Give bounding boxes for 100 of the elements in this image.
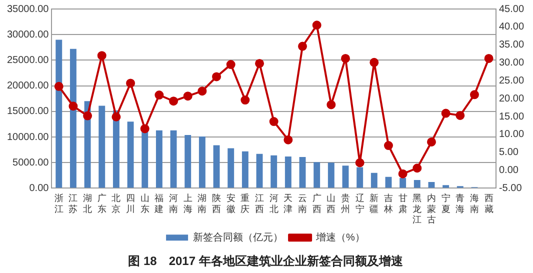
bar [228,148,234,188]
bar [400,178,406,188]
point [355,158,364,168]
x-tick-label: 江苏 [68,193,78,214]
x-tick-label: 西藏 [484,193,494,214]
y-tick-label: 10000.00 [6,132,50,143]
y-tick-label: 35000.00 [6,4,50,15]
bar [414,180,420,188]
x-tick-label: 贵州 [341,193,350,214]
y2-tick-label: 35.00 [498,40,524,51]
y-tick-label: 30000.00 [6,29,50,40]
point [326,100,336,110]
x-tick-label: 青海 [456,193,465,214]
y2-tick-label: -5.00 [498,182,522,194]
point [212,72,222,82]
y2-tick-label: 20.00 [498,93,524,104]
point [126,78,136,88]
x-tick-label: 江西 [255,193,264,214]
x-tick-label: 河北 [269,193,278,214]
y-tick-label: 20000.00 [6,80,50,92]
point [169,96,178,106]
bar [299,156,306,188]
point [441,108,450,118]
point [68,102,78,111]
x-tick-label: 新疆 [370,193,379,214]
point [154,90,164,100]
point [312,20,322,30]
x-tick-label: 宁夏 [441,193,450,214]
y2-tick-label: 10.00 [498,129,524,140]
point [484,54,494,63]
y-tick-label: 0.00 [29,182,50,194]
y2-tick-label: 0.00 [498,165,519,176]
bar [328,162,334,188]
bar [428,182,435,188]
y2-tick-label: 30.00 [498,58,524,69]
x-tick-label: 福建 [154,193,164,214]
y2-tick-label: 5.00 [498,147,519,158]
text: 图 18 2017 年各地区建筑业企业新签合同额及增速 [128,254,404,268]
bar [356,167,364,188]
x-tick-label: 山西 [326,193,336,214]
legend-label: 增速（%） [315,231,365,244]
y-tick-label: 25000.00 [6,54,50,66]
bar [442,185,450,188]
point [83,111,92,120]
point [54,82,64,91]
point [384,141,393,150]
bar [170,130,177,188]
point [370,58,379,67]
x-tick-label: 上海 [183,193,192,214]
bar [184,134,192,188]
bar [256,154,263,188]
bar [127,122,134,188]
bar [370,172,378,188]
x-tick-label: 天津 [284,193,293,214]
point [426,137,436,146]
x-tick-label: 山东 [140,193,150,214]
point [183,92,192,101]
point [140,124,150,134]
bar [242,151,248,188]
x-tick-label: 陕西 [212,193,222,214]
bar [98,106,106,188]
point [255,58,264,68]
point [341,54,350,63]
x-tick-label: 四川 [126,193,136,214]
y2-tick-label: 40.00 [498,22,524,33]
x-tick-label: 安徽 [226,193,236,214]
x-tick-label: 甘肃 [398,193,408,214]
bar [70,48,76,188]
point [269,117,278,126]
bar [213,145,220,188]
bar [385,176,392,188]
point [226,60,236,70]
bar [270,155,278,188]
bar [156,130,162,188]
x-tick-label: 海南 [470,193,479,214]
x-tick-label: 河南 [169,193,178,214]
x-tick-label: 浙江 [54,193,64,214]
legend-label: 新签合同额（亿元） [193,231,284,244]
point [298,42,308,51]
x-tick-label: 重庆 [240,193,250,214]
point [198,86,207,96]
point [412,164,422,173]
x-tick-label: 云南 [298,193,308,214]
x-tick-label: 辽宁 [355,193,364,214]
bar [284,156,292,188]
x-tick-label: 广东 [97,193,106,214]
point [470,90,479,100]
y-tick-label: 5000.00 [12,157,50,168]
y2-tick-label: 45.00 [498,4,524,15]
point [284,135,293,144]
x-tick-label: 湖南 [198,193,207,214]
point [398,169,408,178]
bar [56,40,62,188]
x-tick-label: 广西 [312,193,322,214]
y-tick-label: 15000.00 [6,106,50,118]
y2-tick-label: 25.00 [498,75,524,86]
point [456,110,465,120]
x-tick-label: 北京 [112,193,121,214]
x-tick-label: 黑龙江 [412,193,422,225]
point [240,96,250,105]
